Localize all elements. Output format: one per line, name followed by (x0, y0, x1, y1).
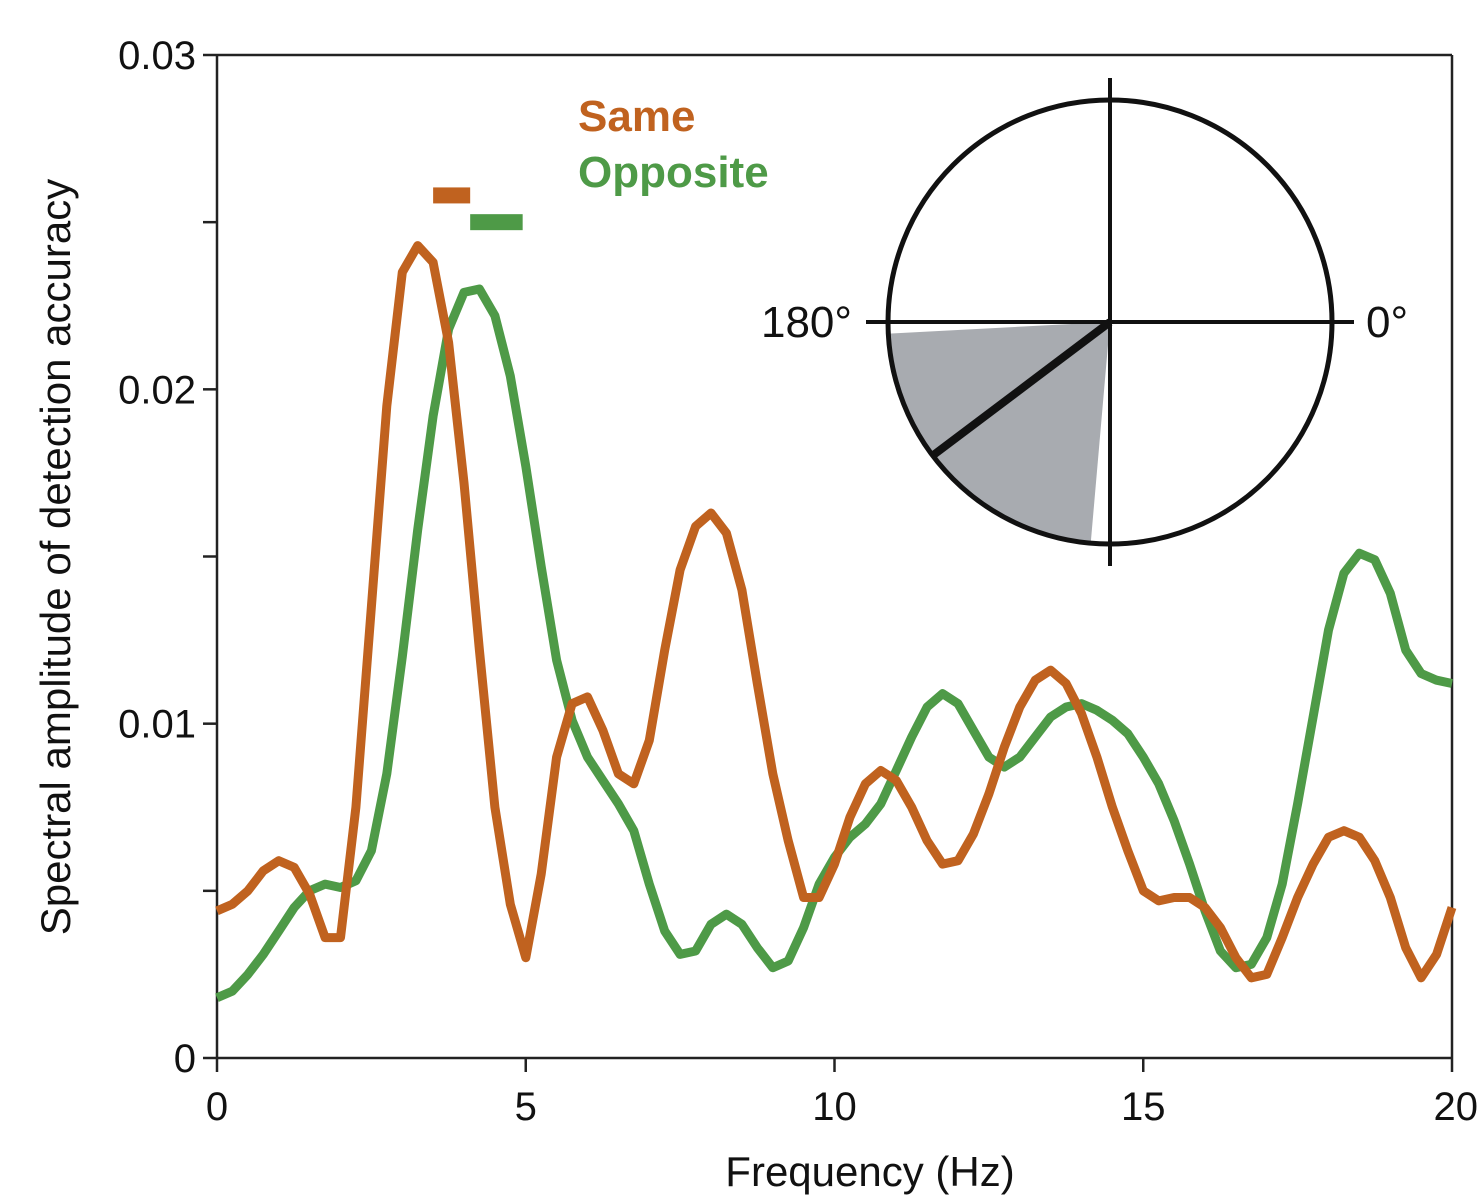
x-ticks: 0 5 10 15 20 (206, 1058, 1478, 1129)
x-tick-label: 10 (812, 1085, 857, 1129)
inset-label-0: 0° (1366, 298, 1408, 347)
series-line-same (215, 241, 1457, 983)
inset-confidence-sector (888, 322, 1110, 544)
axes (215, 53, 1454, 1060)
legend: Same Opposite (578, 92, 769, 197)
inset-label-180: 180° (761, 298, 852, 347)
x-axis-title: Frequency (Hz) (725, 1148, 1014, 1195)
y-axis-title: Spectral amplitude of detection accuracy (32, 179, 79, 935)
significance-bars (433, 187, 523, 231)
series-line-opposite (215, 284, 1453, 1002)
polar-inset: 180° 0° (761, 78, 1408, 566)
significance-bar-opposite (470, 214, 523, 231)
y-tick-label: 0.01 (118, 703, 196, 747)
y-tick-label: 0.03 (118, 34, 196, 78)
legend-same: Same (578, 92, 695, 141)
significance-bar-same (433, 187, 471, 204)
x-tick-label: 15 (1121, 1085, 1166, 1129)
x-tick-label: 20 (1434, 1085, 1479, 1129)
series-layer (215, 241, 1457, 1002)
x-tick-label: 0 (206, 1085, 228, 1129)
y-tick-label: 0.02 (118, 368, 196, 412)
y-ticks: 0 0.01 0.02 0.03 (118, 34, 217, 1081)
y-tick-label: 0 (174, 1037, 196, 1081)
inset-mean-direction-line (930, 318, 1113, 459)
x-tick-label: 5 (515, 1085, 537, 1129)
legend-opposite: Opposite (578, 148, 769, 197)
